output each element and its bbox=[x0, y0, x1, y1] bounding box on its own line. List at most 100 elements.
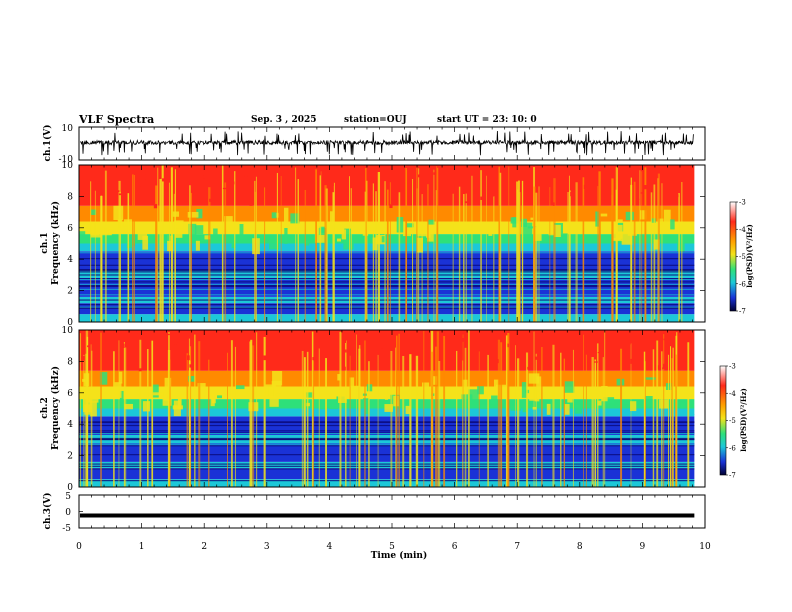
sferic-streak bbox=[324, 185, 327, 322]
spectrogram-line bbox=[79, 268, 695, 271]
ch3-ytick-bottom: -5 bbox=[62, 524, 71, 534]
spectrogram-speckle bbox=[200, 175, 205, 179]
spectrogram-patch bbox=[617, 219, 623, 224]
colorbar-tick-label: -5 bbox=[739, 253, 746, 261]
colorbar-tick-label: -5 bbox=[729, 417, 736, 425]
sferic-streak bbox=[304, 189, 307, 322]
frequency-tick-label: 4 bbox=[67, 420, 73, 430]
spectrogram-speckle bbox=[482, 363, 486, 366]
spectrogram-speckle bbox=[109, 361, 112, 367]
time-axis-tick-label: 8 bbox=[577, 542, 583, 552]
spectrogram-patch bbox=[114, 382, 122, 398]
spectrogram-patch bbox=[350, 385, 361, 399]
sferic-streak bbox=[468, 330, 470, 487]
spectrogram-patch bbox=[164, 377, 172, 387]
spectrogram-band bbox=[79, 408, 695, 417]
sferic-streak bbox=[630, 184, 633, 322]
sferic-streak bbox=[533, 186, 536, 322]
spectrogram-patch bbox=[113, 205, 124, 221]
spectrogram-speckle bbox=[537, 334, 541, 340]
spectrogram-patch bbox=[91, 209, 97, 215]
sferic-streak bbox=[280, 176, 282, 322]
ch1-colorbar-ticks: -3 -4 -5 -6 -7 bbox=[736, 199, 746, 316]
sferic-streak bbox=[325, 358, 327, 487]
spectrogram-speckle bbox=[317, 170, 321, 176]
spectrogram-line bbox=[79, 288, 695, 290]
spectrogram-speckle bbox=[260, 184, 263, 189]
spectrogram-speckle bbox=[282, 178, 286, 180]
spectrogram-line bbox=[79, 433, 695, 434]
sferic-streak bbox=[188, 360, 191, 487]
spectrogram-speckle bbox=[433, 172, 437, 175]
spectrogram-patch bbox=[235, 385, 245, 390]
sferic-streak bbox=[541, 347, 543, 487]
spectrogram-speckle bbox=[118, 193, 122, 196]
spectrogram-patch bbox=[90, 401, 97, 417]
spectrogram-patch bbox=[480, 404, 489, 409]
spectrogram-patch bbox=[658, 218, 664, 225]
spectrogram-speckle bbox=[637, 198, 640, 200]
spectrogram-band bbox=[79, 330, 695, 371]
sferic-streak bbox=[79, 333, 82, 487]
sferic-streak bbox=[553, 178, 556, 322]
spectrogram-speckle bbox=[417, 174, 420, 178]
spectrogram-patch bbox=[118, 371, 123, 384]
spectrogram-patch bbox=[534, 391, 540, 402]
sferic-streak bbox=[535, 353, 537, 487]
sferic-streak bbox=[356, 334, 357, 487]
sferic-streak bbox=[395, 347, 397, 487]
spectrogram-speckle bbox=[358, 169, 361, 172]
spectrogram-line bbox=[79, 281, 695, 283]
frequency-tick-label: 2 bbox=[67, 452, 73, 462]
sferic-streak bbox=[598, 171, 601, 322]
sferic-streak bbox=[297, 179, 299, 322]
spectrogram-patch bbox=[532, 406, 537, 410]
ch2-spectrogram-channel-label: ch.2 bbox=[40, 397, 50, 418]
spectrogram-patch bbox=[461, 394, 473, 401]
sferic-streak bbox=[533, 331, 535, 487]
ch1-waveform-panel: 10 -10 ch.1(V) bbox=[42, 124, 706, 165]
spectrogram-patch bbox=[343, 238, 354, 250]
sferic-streak bbox=[591, 357, 594, 487]
spectrogram-speckle bbox=[483, 352, 487, 357]
ch1-spectrogram-channel-label: ch.1 bbox=[40, 232, 50, 253]
sferic-streak bbox=[372, 183, 374, 322]
spectrogram-patch bbox=[521, 222, 533, 238]
sferic-streak bbox=[254, 180, 256, 322]
spectrogram-speckle bbox=[504, 194, 508, 197]
spectrogram-line bbox=[79, 252, 695, 254]
spectrogram-speckle bbox=[474, 354, 478, 359]
spectrogram-speckle bbox=[343, 366, 346, 371]
spectrogram-speckle bbox=[222, 354, 224, 359]
sferic-streak bbox=[436, 331, 440, 487]
spectrogram-patch bbox=[468, 389, 479, 400]
spectrogram-line bbox=[79, 437, 695, 440]
spectrogram-patch bbox=[90, 223, 100, 236]
spectrogram-speckle bbox=[494, 341, 498, 343]
ch1-ytick-bottom: -10 bbox=[59, 155, 74, 165]
sferic-streak bbox=[174, 169, 176, 322]
spectrogram-patch bbox=[142, 235, 149, 250]
ch1-spectrogram-yticks: 0 2 4 6 8 10 bbox=[62, 161, 705, 328]
spectrogram-line bbox=[79, 465, 695, 467]
spectrogram-line bbox=[79, 279, 695, 281]
sferic-streak bbox=[535, 192, 538, 322]
sferic-streak bbox=[465, 193, 467, 322]
spectrogram-speckle bbox=[507, 343, 509, 348]
spectrogram-speckle bbox=[330, 182, 334, 187]
sferic-streak bbox=[568, 175, 570, 322]
spectrogram-patch bbox=[290, 213, 300, 224]
spectrogram-band bbox=[79, 278, 695, 297]
spectrogram-speckle bbox=[145, 179, 150, 181]
sferic-streak bbox=[498, 166, 500, 322]
sferic-streak bbox=[377, 354, 379, 487]
spectrogram-speckle bbox=[464, 201, 469, 204]
spectrogram-patch bbox=[175, 223, 183, 238]
sferic-streak bbox=[463, 194, 465, 322]
start-time-label: start UT = 23: 10: 0 bbox=[437, 115, 537, 125]
sferic-streak bbox=[134, 174, 136, 322]
sferic-streak bbox=[572, 349, 574, 487]
spectrogram-speckle bbox=[583, 184, 588, 189]
spectrogram-patch bbox=[188, 223, 197, 236]
colorbar-tick-label: -3 bbox=[729, 363, 736, 371]
